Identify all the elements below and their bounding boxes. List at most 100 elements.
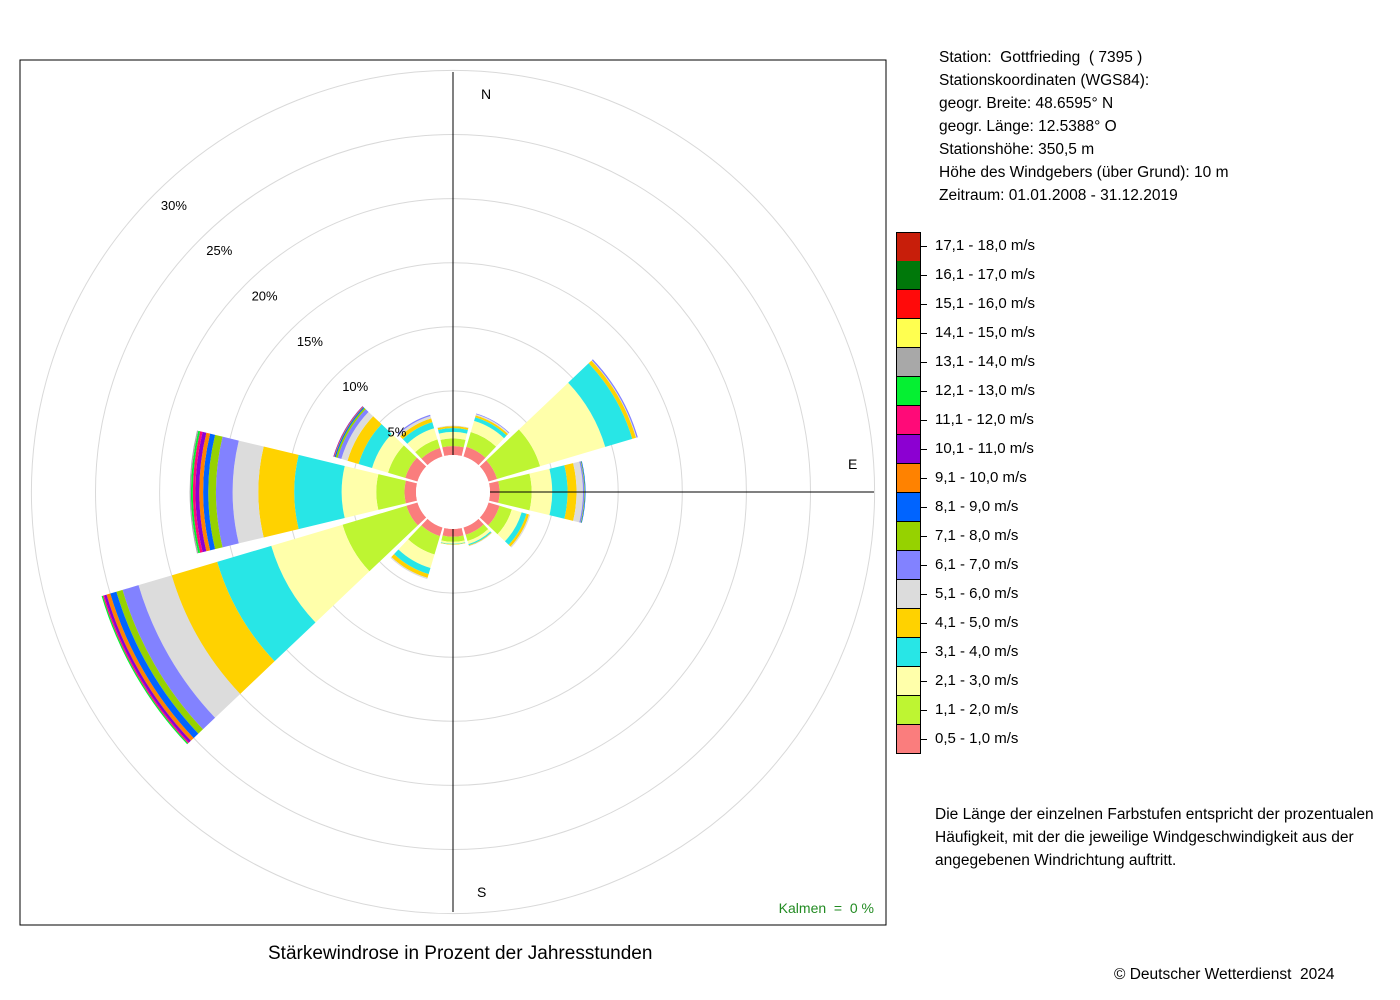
legend-tick (921, 507, 927, 508)
radial-tick-label: 20% (252, 289, 278, 304)
sector-segment (110, 591, 199, 739)
station-name: Station: Gottfrieding ( 7395 ) (939, 49, 1143, 66)
legend-swatch (896, 406, 921, 435)
sector-segment (358, 424, 392, 469)
legend-swatch (896, 290, 921, 319)
sector-segment (508, 513, 530, 547)
legend-item: 17,1 - 18,0 m/s (896, 232, 1156, 262)
legend-item: 4,1 - 5,0 m/s (896, 609, 1156, 638)
sector-segment (372, 433, 404, 473)
legend-tick (921, 333, 927, 334)
sector-segment (504, 512, 527, 545)
sector-segment (486, 429, 541, 479)
calm-center-circle (416, 455, 490, 529)
legend-item: 3,1 - 4,0 m/s (896, 638, 1156, 667)
sector-segment (397, 414, 431, 435)
sector-segment (376, 474, 406, 510)
sector-segment (415, 439, 440, 459)
sector-segment (335, 407, 366, 458)
legend-item: 15,1 - 16,0 m/s (896, 290, 1156, 319)
legend-label: 17,1 - 18,0 m/s (935, 237, 1036, 254)
sector-segment (122, 585, 216, 730)
sector-segment (474, 417, 507, 439)
sector-segment (479, 460, 498, 482)
legend-tick (921, 420, 927, 421)
direction-label-n: N (481, 86, 491, 102)
radial-tick-label: 30% (161, 198, 187, 213)
sector-segment (171, 561, 275, 694)
sector-segment (421, 518, 443, 537)
legend-swatch (896, 348, 921, 377)
legend-label: 2,1 - 3,0 m/s (935, 672, 1019, 689)
legend-label: 3,1 - 4,0 m/s (935, 643, 1019, 660)
legend-swatch (896, 464, 921, 493)
legend-swatch (896, 319, 921, 348)
sector-segment (488, 505, 512, 535)
legend-item: 9,1 - 10,0 m/s (896, 464, 1156, 493)
legend-item: 13,1 - 14,0 m/s (896, 348, 1156, 377)
sector-segment (342, 505, 418, 572)
legend-swatch (896, 667, 921, 696)
sector-segment (337, 409, 369, 459)
sector-segment (468, 531, 492, 546)
sector-segment (466, 431, 497, 458)
legend-tick (921, 594, 927, 595)
legend-tick (921, 246, 927, 247)
legend-item: 11,1 - 12,0 m/s (896, 406, 1156, 435)
sector-segment (217, 545, 316, 662)
chart-title: Stärkewindrose in Prozent der Jahresstun… (268, 943, 653, 964)
legend-label: 13,1 - 14,0 m/s (935, 353, 1036, 370)
legend-swatch (896, 261, 921, 290)
direction-label-s: S (477, 884, 486, 900)
sector-segment (189, 430, 199, 554)
legend-swatch (896, 522, 921, 551)
station-coords-header: Stationskoordinaten (WGS84): (939, 72, 1150, 89)
legend-tick (921, 536, 927, 537)
sector-segment (463, 518, 484, 535)
sector-segment (440, 542, 466, 545)
legend-swatch (896, 551, 921, 580)
legend-label: 4,1 - 5,0 m/s (935, 614, 1019, 631)
sector-segment (258, 446, 299, 538)
radial-tick-label: 5% (388, 425, 407, 440)
legend-item: 14,1 - 15,0 m/s (896, 319, 1156, 348)
sector-segment (465, 524, 489, 541)
legend-item: 7,1 - 8,0 m/s (896, 522, 1156, 551)
legend-tick (921, 681, 927, 682)
sector-segment (518, 382, 606, 467)
sector-segment (191, 430, 201, 554)
legend-tick (921, 449, 927, 450)
sector-segment (341, 411, 374, 461)
sector-segment (588, 360, 636, 439)
legend-item: 6,1 - 7,0 m/s (896, 551, 1156, 580)
legend-label: 5,1 - 6,0 m/s (935, 585, 1019, 602)
station-longitude: geogr. Länge: 12.5388° O (939, 118, 1117, 135)
legend-item: 8,1 - 9,0 m/s (896, 493, 1156, 522)
legend-label: 16,1 - 17,0 m/s (935, 266, 1036, 283)
legend-label: 7,1 - 8,0 m/s (935, 527, 1019, 544)
sector-segment (390, 556, 428, 580)
radial-tick-label: 15% (297, 334, 323, 349)
sector-segment (391, 554, 429, 578)
legend-label: 11,1 - 12,0 m/s (935, 411, 1034, 428)
legend-item: 10,1 - 11,0 m/s (896, 435, 1156, 464)
sector-segment (497, 509, 522, 542)
sector-segment (203, 433, 216, 551)
station-latitude: geogr. Breite: 48.6595° N (939, 95, 1114, 112)
sector-segment (408, 525, 440, 555)
copyright: © Deutscher Wetterdienst 2024 (1114, 966, 1335, 983)
sector-segment (467, 529, 491, 545)
direction-label-e: E (848, 456, 857, 472)
sector-segment (475, 414, 509, 435)
sector-segment (581, 461, 586, 523)
sector-segment (400, 418, 433, 440)
legend-tick (921, 623, 927, 624)
legend-label: 0,5 - 1,0 m/s (935, 730, 1019, 747)
legend-tick (921, 391, 927, 392)
station-elevation: Stationshöhe: 350,5 m (939, 141, 1095, 158)
legend-swatch (896, 696, 921, 725)
sector-segment (402, 422, 435, 444)
sector-segment (116, 589, 203, 734)
legend-item: 5,1 - 6,0 m/s (896, 580, 1156, 609)
sector-segment (579, 461, 585, 523)
